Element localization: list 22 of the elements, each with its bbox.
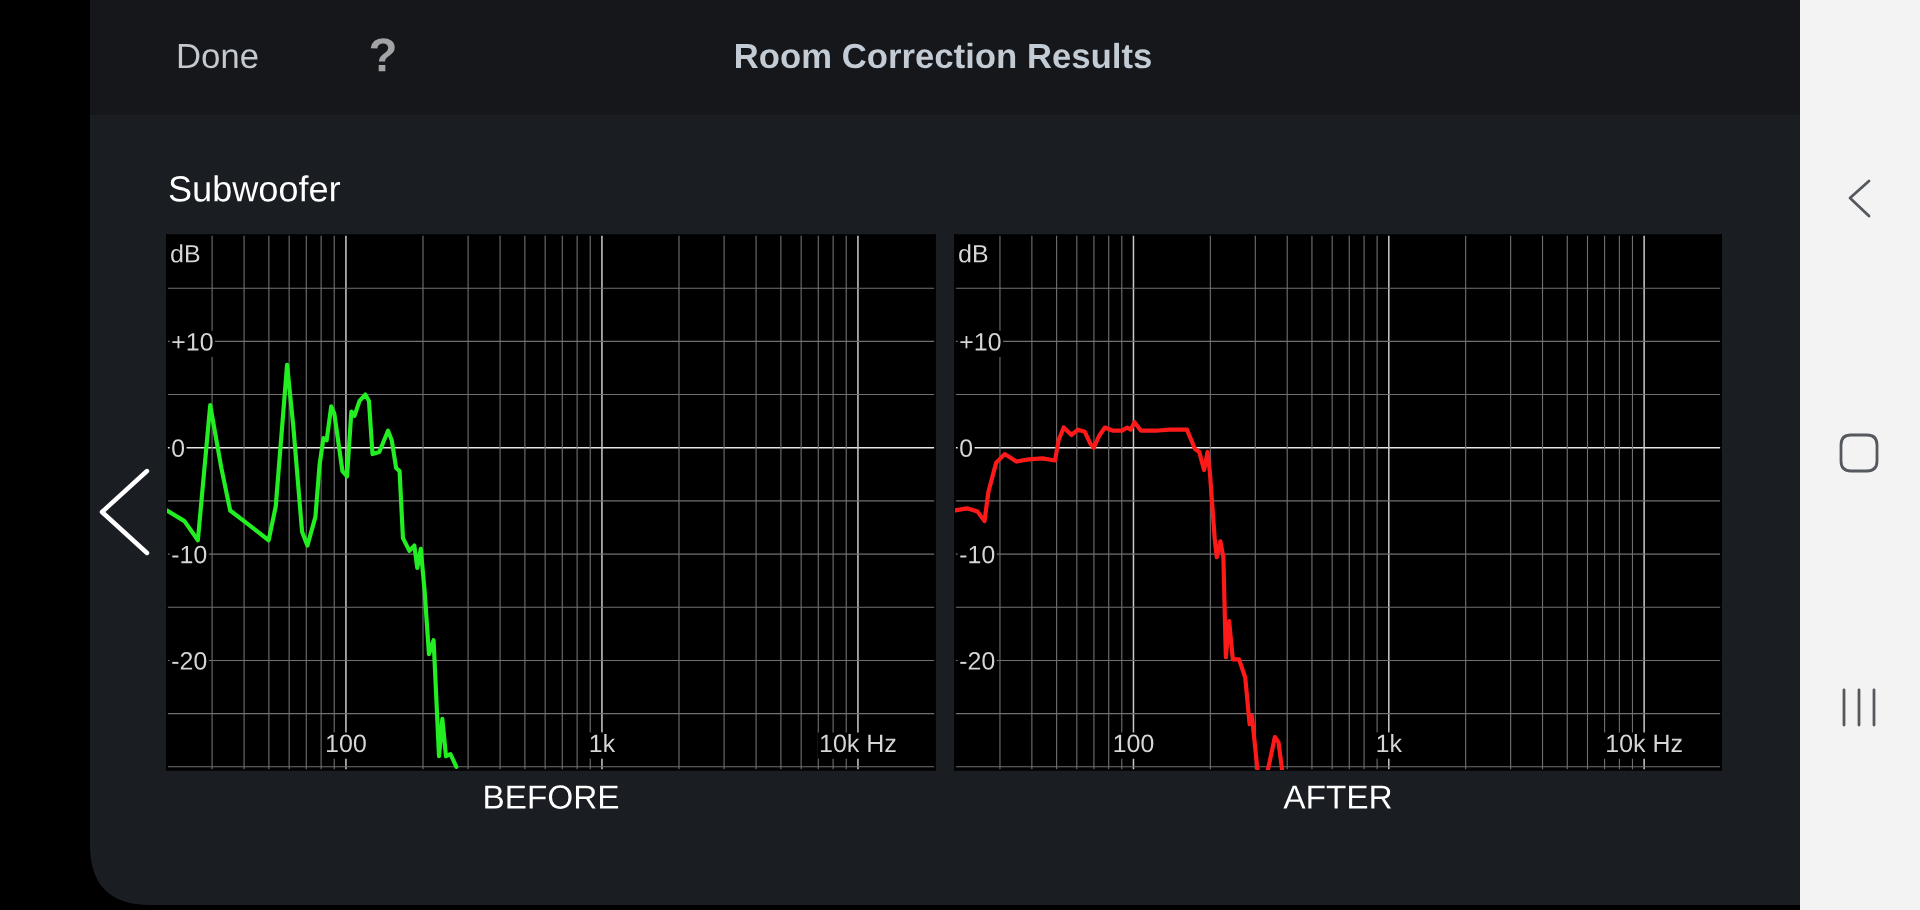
text: AFTER	[1283, 785, 1392, 809]
y-tick-label: +10	[172, 332, 213, 351]
x-tick-label: 100	[1114, 734, 1154, 753]
x-tick-label: 1k	[1377, 733, 1403, 753]
y-tick-label: -20	[960, 652, 995, 670]
text: Room Correction Results	[736, 42, 1151, 69]
y-axis-title: dB	[959, 244, 988, 263]
text: Subwoofer	[169, 175, 341, 202]
text: Done	[178, 44, 258, 69]
x-tick-label: 10k Hz	[820, 733, 896, 753]
y-tick-label: 0	[172, 439, 185, 458]
y-tick-label: 0	[960, 439, 973, 458]
x-tick-label: 1k	[590, 733, 616, 753]
y-tick-label: +10	[960, 332, 1001, 351]
y-tick-label: -10	[960, 545, 995, 564]
y-tick-label: -10	[172, 545, 207, 564]
text: BEFORE	[485, 785, 619, 809]
y-tick-label: -20	[172, 652, 207, 670]
text: ?	[370, 38, 395, 72]
y-axis-title: dB	[171, 244, 200, 263]
x-tick-label: 10k Hz	[1607, 733, 1682, 753]
x-tick-label: 100	[326, 734, 366, 753]
